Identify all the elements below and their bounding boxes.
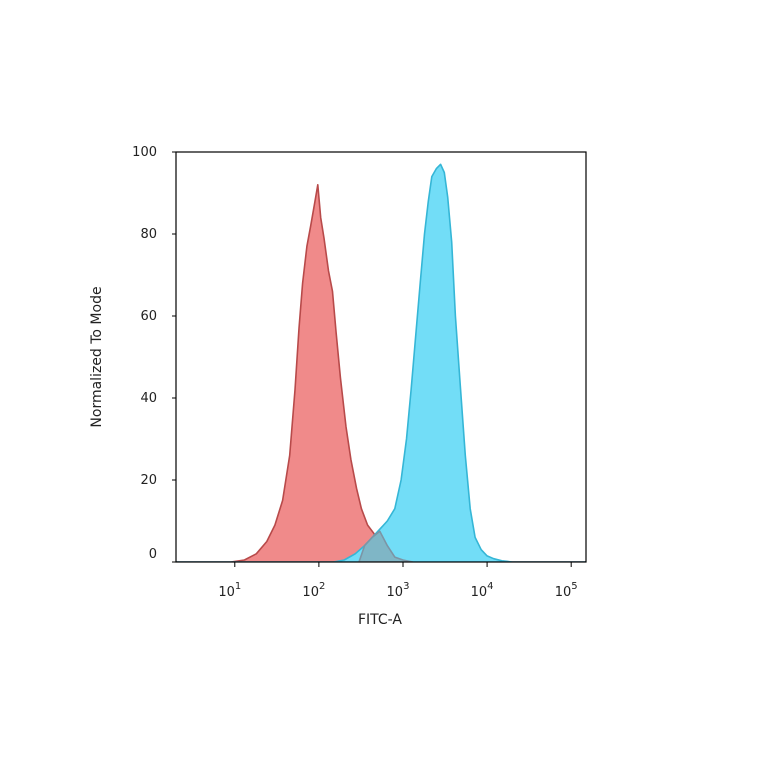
x-tick-label-3: 104: [471, 581, 494, 600]
y-tick-label-2: 40: [140, 391, 157, 406]
x-axis-title: FITC-A: [358, 612, 402, 628]
series-area-1: [176, 163, 586, 562]
y-tick-label-3: 60: [140, 309, 157, 324]
series-layer: [176, 163, 586, 562]
y-tick-label-5: 100: [132, 145, 157, 160]
x-axis-ticks: 101 102 103 104 105: [218, 562, 578, 600]
y-axis-ticks: 0 20 40 60 80 100: [132, 145, 176, 563]
y-tick-label-0: 0: [149, 547, 157, 562]
series-area-0: [176, 184, 586, 562]
x-tick-label-1: 102: [302, 581, 325, 600]
x-tick-label-2: 103: [387, 581, 410, 600]
x-tick-label-4: 105: [555, 581, 578, 600]
y-axis-title: Normalized To Mode: [89, 286, 105, 427]
y-tick-label-4: 80: [140, 227, 157, 242]
series-area-2: [358, 530, 414, 562]
x-tick-label-0: 101: [218, 581, 241, 600]
y-tick-label-1: 20: [140, 473, 157, 488]
plot-frame: [175, 151, 587, 563]
